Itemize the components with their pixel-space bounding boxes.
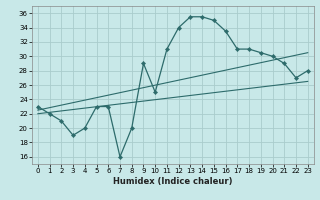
X-axis label: Humidex (Indice chaleur): Humidex (Indice chaleur) bbox=[113, 177, 233, 186]
